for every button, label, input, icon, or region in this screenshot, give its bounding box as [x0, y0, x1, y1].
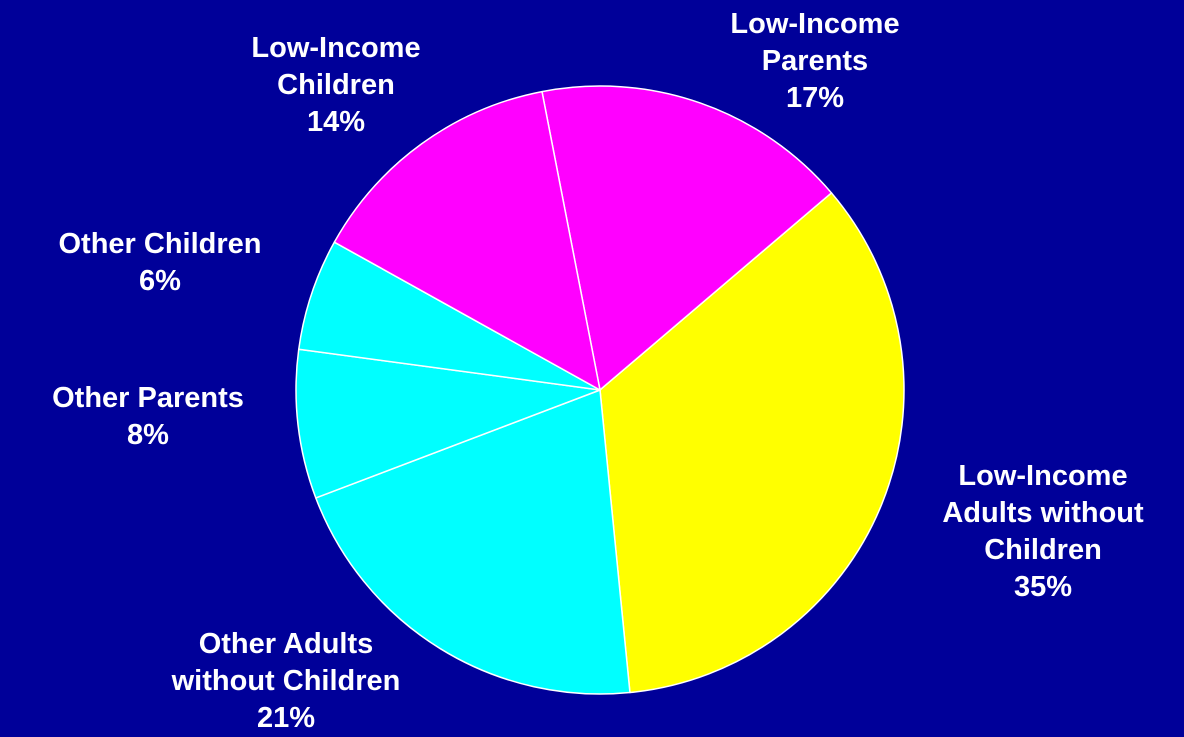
label-low-income-parents: Low-Income Parents 17%: [730, 6, 899, 117]
slice-label-line: Children: [277, 69, 395, 101]
pie-slice-0: [541, 85, 833, 391]
slice-percent: 14%: [306, 106, 366, 138]
slice-percent: 21%: [256, 702, 316, 734]
slice-label-line: Low-Income: [958, 460, 1128, 492]
slice-label-line: Children: [984, 534, 1102, 566]
label-other-adults-without-children: Other Adults without Children 21%: [172, 626, 401, 737]
label-low-income-adults-without-children: Low-Income Adults without Children 35%: [942, 458, 1143, 606]
slice-label-line: Other Adults: [198, 628, 374, 660]
slice-label-line: Low-Income: [251, 32, 421, 64]
slice-label-line: Other Children: [58, 228, 262, 260]
slice-percent: 6%: [139, 265, 181, 297]
slice-label-line: Adults without: [942, 497, 1144, 529]
slice-percent: 17%: [785, 82, 845, 114]
slice-label-line: without Children: [171, 665, 401, 697]
slice-label-line: Low-Income: [730, 8, 900, 40]
slice-label-line: Other Parents: [52, 382, 244, 414]
pie-slice-5: [333, 90, 601, 391]
label-other-children: Other Children 6%: [58, 226, 261, 300]
pie-slice-1: [599, 192, 905, 694]
slice-label-line: Parents: [761, 45, 869, 77]
label-other-parents: Other Parents 8%: [52, 380, 244, 454]
slice-percent: 8%: [127, 419, 169, 451]
slice-percent: 35%: [1013, 571, 1073, 603]
label-low-income-children: Low-Income Children 14%: [251, 30, 420, 141]
pie-slice-3: [295, 348, 601, 499]
pie-slice-2: [315, 389, 631, 695]
